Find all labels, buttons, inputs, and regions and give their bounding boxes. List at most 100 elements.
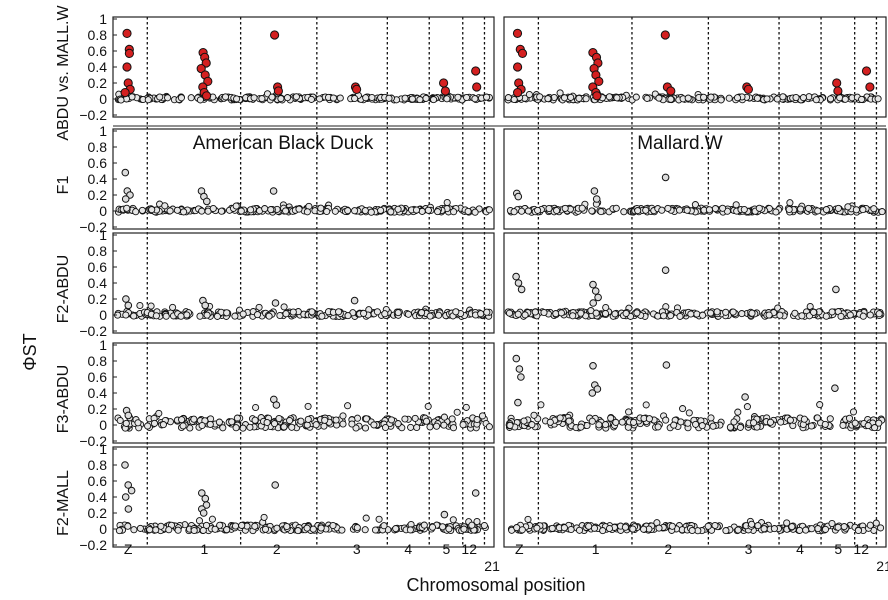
snp-point xyxy=(134,419,142,427)
snp-point xyxy=(798,312,806,320)
snp-point xyxy=(845,414,854,422)
outlier-point-highlighted xyxy=(865,82,875,92)
snp-point xyxy=(426,423,434,431)
snp-point xyxy=(826,415,834,423)
snp-point xyxy=(282,310,290,318)
snp-point xyxy=(797,205,805,213)
snp-point xyxy=(534,206,542,214)
snp-point xyxy=(401,415,409,423)
snp-point xyxy=(173,206,181,214)
snp-point xyxy=(253,311,262,319)
y-tick-label: 0.6 xyxy=(88,369,108,385)
snp-point xyxy=(560,94,569,102)
snp-point xyxy=(329,521,337,530)
y-tick-label: 0.4 xyxy=(88,59,108,75)
snp-point xyxy=(748,520,756,528)
snp-point xyxy=(418,207,426,215)
snp-point xyxy=(213,312,221,320)
snp-point xyxy=(117,96,125,104)
snp-point xyxy=(239,310,247,318)
snp-point xyxy=(736,423,744,431)
snp-point xyxy=(655,524,663,532)
snp-point xyxy=(796,526,804,534)
snp-point xyxy=(196,312,204,320)
outlier-point-highlighted xyxy=(203,76,213,87)
outlier-point-highlighted xyxy=(202,91,212,101)
snp-point xyxy=(654,423,662,431)
row-label: F3-ABDU xyxy=(55,365,72,433)
snp-point xyxy=(788,523,796,531)
snp-point xyxy=(485,423,493,431)
snp-point xyxy=(238,521,246,529)
y-tick-label: 0.2 xyxy=(88,505,108,521)
snp-point xyxy=(407,423,415,431)
snp-point xyxy=(620,208,628,216)
snp-point xyxy=(286,416,294,425)
snp-point xyxy=(339,412,347,420)
snp-point xyxy=(380,522,388,530)
snp-point xyxy=(743,403,751,411)
snp-point xyxy=(725,94,733,102)
snp-point xyxy=(707,414,715,422)
snp-point xyxy=(454,93,462,101)
y-tick-label: 0.2 xyxy=(88,291,108,307)
y-tick-label: 0.8 xyxy=(88,139,108,155)
y-tick-label: 0.6 xyxy=(88,155,108,171)
snp-point xyxy=(738,310,746,318)
outlier-point-highlighted xyxy=(122,28,132,39)
snp-point xyxy=(362,514,370,522)
outlier-point xyxy=(662,361,671,369)
panel-frame xyxy=(503,342,887,444)
chromosome-label: Z xyxy=(515,541,524,557)
snp-point xyxy=(852,206,860,214)
outlier-point-highlighted xyxy=(594,76,604,87)
snp-point xyxy=(233,414,241,422)
snp-point xyxy=(577,423,585,431)
x-axis-title: Chromosomal position xyxy=(406,575,585,595)
snp-point xyxy=(599,527,607,535)
snp-point xyxy=(613,94,621,102)
snp-point xyxy=(187,94,195,102)
y-tick-label: 0 xyxy=(99,203,107,219)
row-label: F2-MALL xyxy=(55,470,72,536)
snp-point xyxy=(251,416,259,424)
snp-point xyxy=(332,416,340,424)
snp-point xyxy=(418,309,426,317)
outlier-point xyxy=(590,187,599,195)
snp-point xyxy=(228,418,236,426)
outlier-point xyxy=(512,354,521,363)
snp-point xyxy=(618,418,626,426)
snp-point xyxy=(808,525,816,533)
outlier-point xyxy=(515,365,524,373)
snp-point xyxy=(506,421,514,429)
snp-point xyxy=(462,403,470,411)
snp-point xyxy=(841,95,849,103)
snp-point xyxy=(597,208,605,216)
snp-point xyxy=(872,519,880,527)
snp-point xyxy=(308,308,316,316)
snp-point xyxy=(828,519,836,528)
snp-point xyxy=(209,204,217,213)
y-tick-label: 0.4 xyxy=(88,171,108,187)
snp-point xyxy=(443,95,451,103)
snp-point xyxy=(834,204,842,212)
snp-point xyxy=(846,311,854,319)
snp-point xyxy=(392,525,400,533)
y-tick-label: 0.8 xyxy=(88,457,108,473)
snp-point xyxy=(667,312,675,320)
snp-point xyxy=(601,309,610,318)
snp-point xyxy=(468,521,476,529)
snp-point xyxy=(361,526,369,534)
outlier-point xyxy=(589,280,597,289)
snp-point xyxy=(144,422,152,430)
snp-point xyxy=(159,421,167,429)
snp-point xyxy=(336,94,344,102)
snp-point xyxy=(416,96,424,104)
snp-point xyxy=(221,93,230,101)
y-tick-label: 1 xyxy=(99,227,107,243)
snp-point xyxy=(280,423,288,431)
snp-point xyxy=(459,421,467,429)
snp-point xyxy=(422,417,431,425)
snp-point xyxy=(717,96,725,104)
snp-point xyxy=(483,93,491,101)
